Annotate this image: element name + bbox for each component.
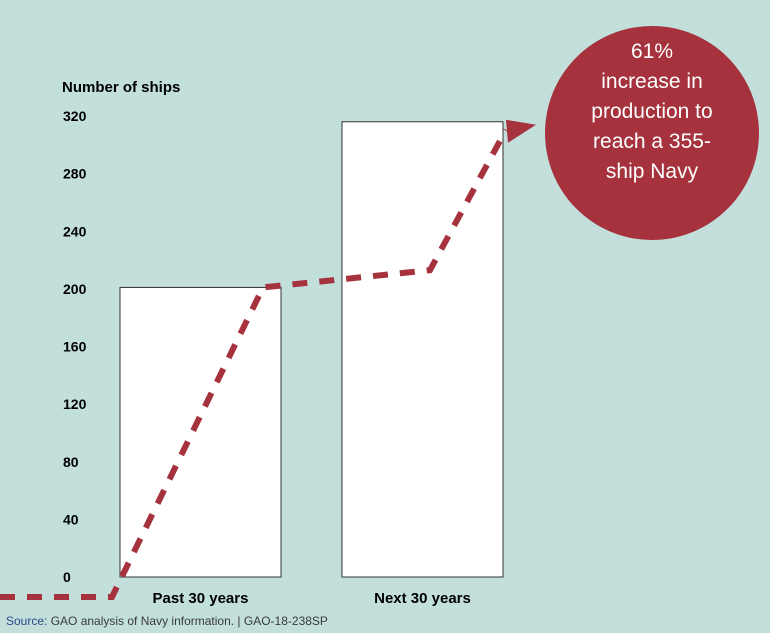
x-tick-label: Next 30 years bbox=[374, 590, 471, 607]
y-axis-label: Number of ships bbox=[62, 79, 180, 96]
bar-2 bbox=[341, 121, 504, 578]
x-tick-label: Past 30 years bbox=[153, 590, 249, 607]
callout-circle bbox=[545, 26, 759, 240]
trend-dashed-line bbox=[0, 128, 509, 600]
bars bbox=[119, 121, 504, 578]
y-tick-label: 0 bbox=[63, 569, 71, 585]
source-text: GAO analysis of Navy information. | GAO-… bbox=[47, 614, 328, 628]
y-tick-label: 40 bbox=[63, 511, 79, 527]
callout-line: production to bbox=[591, 100, 712, 123]
y-tick-label: 200 bbox=[63, 281, 87, 297]
trend-line bbox=[0, 119, 536, 600]
y-tick-label: 240 bbox=[63, 223, 87, 239]
callout-line: 61% bbox=[631, 40, 673, 63]
x-axis-ticks: Past 30 years Next 30 years bbox=[153, 590, 471, 607]
y-axis-ticks: 0 40 80 120 160 200 240 280 320 bbox=[63, 108, 87, 585]
callout-text: 61% increase in production to reach a 355- s… bbox=[591, 40, 712, 183]
callout-line: ship Navy bbox=[606, 160, 699, 183]
y-tick-label: 160 bbox=[63, 339, 87, 355]
bar-1 bbox=[119, 286, 282, 578]
y-tick-label: 280 bbox=[63, 166, 87, 182]
source-note: Source: GAO analysis of Navy information… bbox=[6, 614, 328, 628]
y-tick-label: 80 bbox=[63, 454, 79, 470]
source-label: Source: bbox=[6, 614, 48, 628]
callout-line: increase in bbox=[601, 70, 703, 93]
trend-arrowhead bbox=[506, 119, 536, 143]
y-tick-label: 320 bbox=[63, 108, 87, 124]
callout-line: reach a 355- bbox=[593, 130, 711, 153]
increase-callout: 61% increase in production to reach a 355- s… bbox=[545, 26, 759, 240]
y-tick-label: 120 bbox=[63, 396, 87, 412]
